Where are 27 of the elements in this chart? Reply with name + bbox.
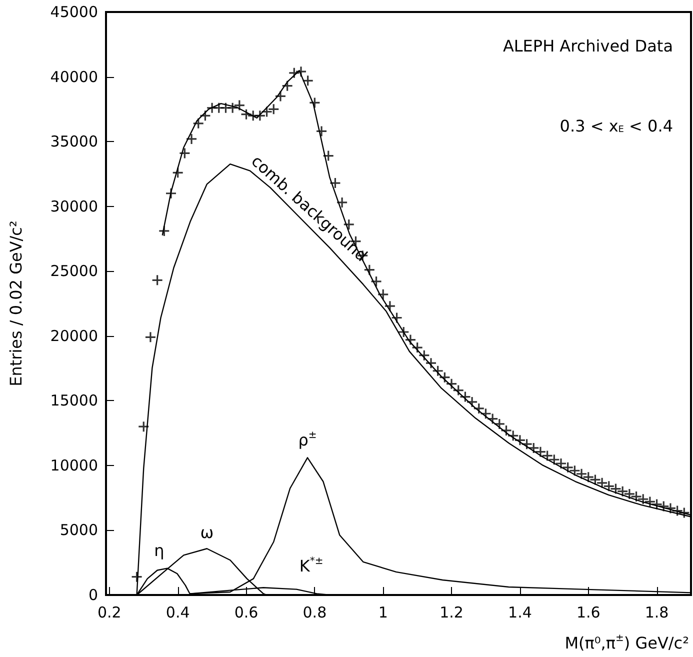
y-tick-label: 15000	[50, 392, 98, 410]
series-label: η	[154, 540, 164, 560]
x-tick-label: 1.8	[644, 604, 669, 622]
y-tick-label: 30000	[50, 197, 98, 216]
y-axis-title: Entries / 0.02 GeV/c²	[6, 220, 26, 386]
x-tick-label: 1.6	[576, 604, 600, 622]
y-tick-label: 35000	[50, 132, 98, 151]
annotation: 0.3 < xE < 0.4	[560, 116, 674, 136]
x-tick-label: 1	[378, 604, 388, 622]
series-label: ρ±	[298, 430, 317, 450]
annotation: ALEPH Archived Data	[502, 36, 673, 56]
y-tick-label: 20000	[50, 326, 98, 345]
y-tick-label: 45000	[50, 3, 98, 21]
y-tick-label: 5000	[60, 521, 98, 540]
y-tick-label: 10000	[50, 456, 98, 474]
y-tick-label: 0	[88, 586, 98, 604]
x-tick-label: 0.4	[166, 604, 190, 622]
series-label: K*±	[299, 556, 324, 576]
x-tick-label: 0.8	[302, 604, 327, 622]
series-label: ω	[200, 523, 214, 542]
x-tick-label: 1.2	[440, 604, 464, 622]
x-tick-label: 1.4	[508, 604, 532, 622]
y-tick-label: 25000	[50, 262, 98, 280]
y-tick-label: 40000	[50, 68, 98, 86]
x-tick-label: 0.6	[234, 604, 258, 622]
x-tick-label: 0.2	[97, 604, 122, 622]
x-axis-title: M(π⁰,π±) GeV/c²	[564, 633, 690, 652]
